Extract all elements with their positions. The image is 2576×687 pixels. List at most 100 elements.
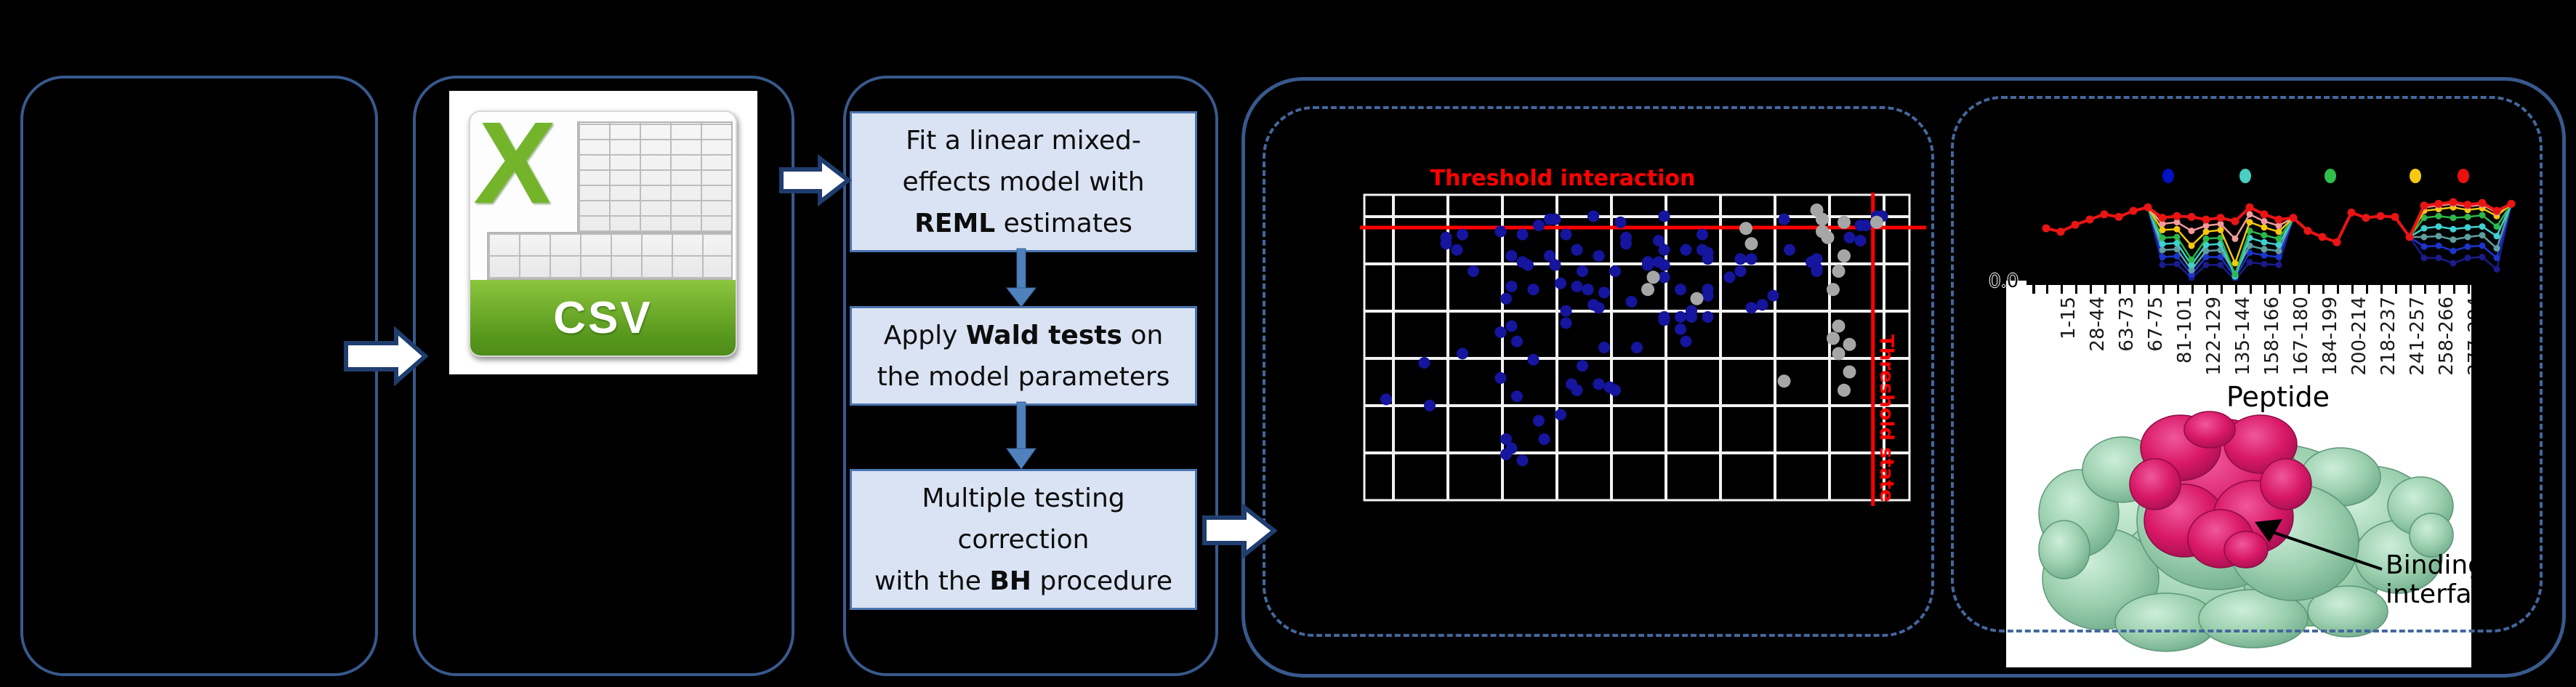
scatter-point-significant <box>1538 433 1550 445</box>
series-marker-red <box>2434 199 2443 208</box>
series-marker-red <box>2114 212 2123 221</box>
series-marker-green <box>2188 256 2195 263</box>
series-marker-green <box>2173 233 2181 241</box>
scatter-point-significant <box>1560 228 1572 241</box>
series-marker-cyan <box>2420 225 2428 232</box>
series-marker-teal <box>2464 233 2471 241</box>
scatter-point-significant <box>1598 286 1610 299</box>
axis-tick <box>2366 285 2368 294</box>
scatter-point-significant <box>1571 281 1583 292</box>
series-marker-red <box>2362 214 2370 222</box>
scatter-point-significant <box>1653 235 1665 246</box>
axis-tick <box>2337 285 2339 294</box>
scatter-point-significant <box>1571 244 1583 256</box>
series-marker-teal <box>2188 267 2195 274</box>
series-marker-navy <box>2435 254 2442 262</box>
scatter-point-significant <box>1560 317 1572 329</box>
flow-step-line: Fit a linear mixed- <box>906 125 1141 156</box>
series-marker-green <box>2217 234 2224 241</box>
scatter-point-significant <box>1598 342 1610 353</box>
series-marker-green <box>2159 234 2166 241</box>
legend-dot-icon <box>2410 169 2421 183</box>
scatter-point-significant <box>1658 311 1670 323</box>
axis-tick <box>2104 285 2106 294</box>
scatter-point-significant <box>1516 228 1529 241</box>
scatter-point-significant <box>1380 393 1392 406</box>
series-marker-cyan <box>2261 238 2268 246</box>
flow-step-line: Apply Wald tests on <box>883 320 1164 350</box>
y-axis-tick-zero: 0.0 <box>1989 270 2019 292</box>
axis-tick <box>2191 285 2194 294</box>
scatter-point-nonsignificant <box>1838 383 1851 397</box>
series-marker-yellow <box>2202 228 2210 236</box>
series-marker-red <box>2463 201 2472 209</box>
series-marker-red <box>2478 198 2487 207</box>
series-marker-cyan <box>2479 223 2486 230</box>
series-marker-blue <box>2435 242 2442 249</box>
series-marker-navy <box>2202 261 2210 268</box>
scatter-point-significant <box>1560 305 1572 317</box>
series-marker-red <box>2376 212 2385 220</box>
scatter-point-significant <box>1680 335 1692 347</box>
scatter-point-significant <box>1631 342 1643 353</box>
legend-dot-icon <box>2239 169 2251 183</box>
protein-peptide-magenta <box>2129 411 2312 569</box>
series-marker-salmon <box>2231 235 2239 242</box>
scatter-point-nonsignificant <box>1843 365 1856 379</box>
scatter-point-significant <box>1854 235 1867 246</box>
legend-dot-icon <box>2162 169 2174 183</box>
series-marker-green <box>2493 223 2500 230</box>
series-marker-red <box>2405 233 2414 241</box>
series-marker-blue <box>2217 254 2224 261</box>
series-marker-green <box>2275 235 2282 242</box>
axis-tick <box>2235 285 2237 294</box>
series-marker-red <box>2173 212 2181 220</box>
binding-label-line2: interface <box>2386 579 2471 609</box>
peptide-axis-title: Peptide <box>2226 381 2330 413</box>
series-marker-salmon <box>2173 219 2181 226</box>
series-marker-red <box>2245 203 2254 212</box>
scatter-point-significant <box>1784 244 1795 256</box>
series-marker-red <box>2042 224 2050 233</box>
flow-step-line: with the BH procedure <box>874 566 1173 596</box>
scatter-point-nonsignificant <box>1744 237 1758 251</box>
series-marker-red <box>2085 215 2094 224</box>
series-marker-salmon <box>2217 220 2224 228</box>
down-arrow-icon <box>1005 287 1037 308</box>
series-marker-red <box>2129 206 2138 215</box>
scatter-point-significant <box>1675 311 1686 323</box>
series-marker-salmon <box>2159 220 2166 228</box>
scatter-point-significant <box>1723 271 1736 284</box>
series-marker-red <box>2260 210 2269 219</box>
series-marker-navy <box>2275 261 2282 268</box>
scatter-point-nonsignificant <box>1838 249 1851 262</box>
series-marker-red <box>2144 203 2152 212</box>
scatter-point-significant <box>1734 265 1747 277</box>
scatter-point-significant <box>1811 265 1823 277</box>
series-marker-navy <box>2173 260 2181 268</box>
right-arrow-icon <box>1202 502 1278 560</box>
scatter-point-significant <box>1424 399 1436 411</box>
scatter-point-significant <box>1494 225 1507 238</box>
scatter-point-significant <box>1593 378 1605 390</box>
series-marker-blue <box>2246 249 2253 257</box>
series-marker-red <box>2333 238 2341 246</box>
peptide-uptake-chart <box>2042 169 2516 284</box>
threshold-interaction-label: Threshold interaction <box>1430 166 1696 191</box>
scatter-point-significant <box>1620 231 1632 244</box>
flow-step-line: effects model with <box>902 166 1145 197</box>
series-marker-red <box>2420 201 2428 210</box>
scatter-point-significant <box>1577 265 1588 277</box>
scatter-point-significant <box>1609 265 1621 277</box>
series-marker-cyan <box>2188 261 2195 268</box>
scatter-point-significant <box>1745 253 1758 265</box>
scatter-point-nonsignificant <box>1827 283 1840 297</box>
scatter-point-significant <box>1527 353 1539 366</box>
scatter-point-significant <box>1614 216 1627 228</box>
series-marker-red <box>2492 206 2501 215</box>
series-marker-cyan <box>2275 241 2282 249</box>
flow-step-line: the model parameters <box>877 361 1170 392</box>
series-marker-blue <box>2275 254 2282 261</box>
